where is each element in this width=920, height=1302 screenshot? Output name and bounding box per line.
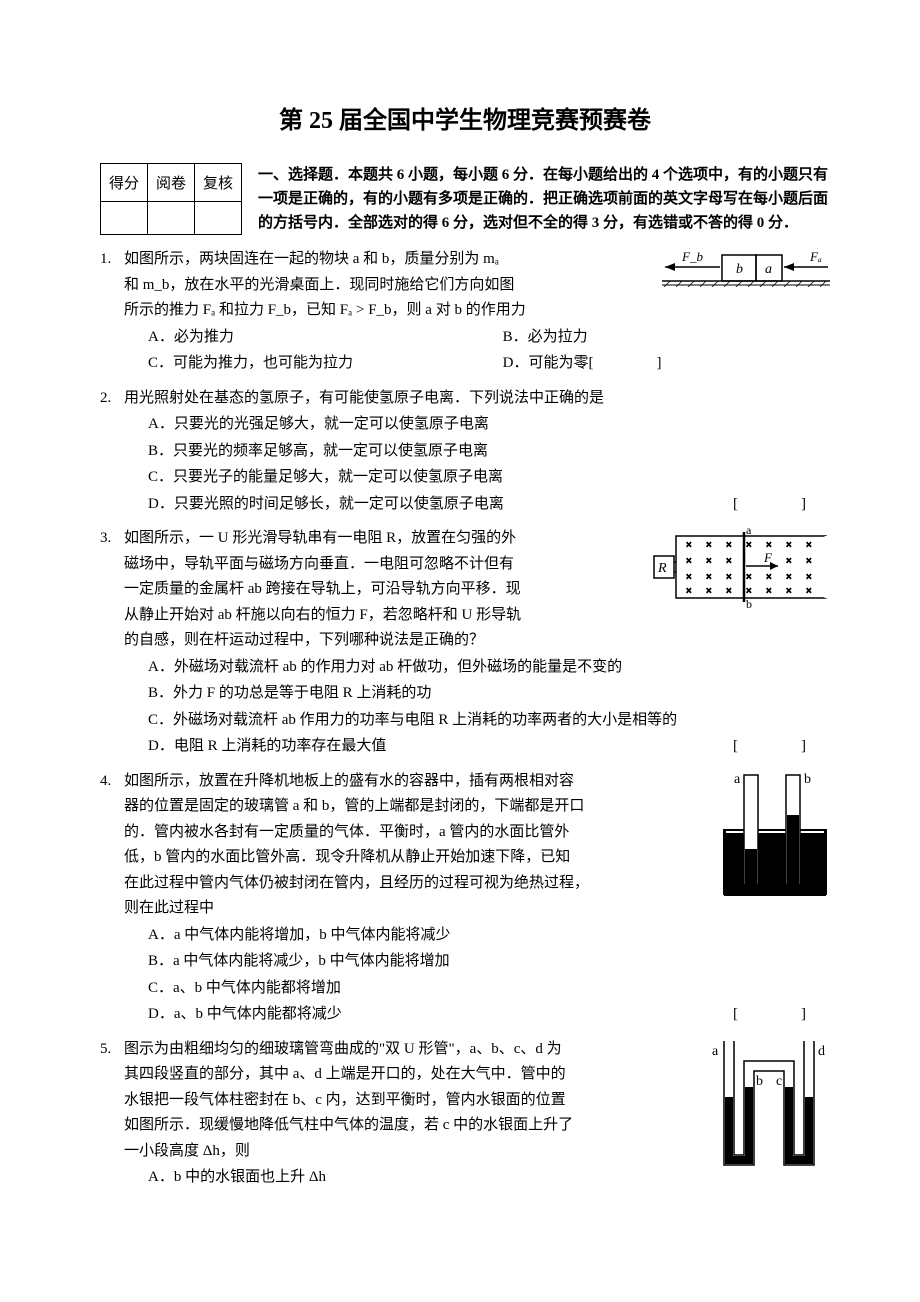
- question-3: 3. ××××××× ××××× ××××××× ××××××× a b: [100, 526, 830, 761]
- answer-bracket: [ ]: [588, 351, 685, 377]
- svg-text:×: ×: [766, 572, 772, 583]
- fig-label-b: b: [756, 1074, 763, 1089]
- option-a: A．外磁场对载流杆 ab 的作用力对 ab 杆做功，但外磁场的能量是不变的: [148, 655, 830, 681]
- svg-text:×: ×: [706, 586, 712, 597]
- option-c: C．可能为推力，也可能为拉力: [148, 351, 503, 377]
- fig-label-b: b: [804, 772, 811, 787]
- score-header: 复核: [195, 164, 242, 202]
- svg-text:×: ×: [726, 556, 732, 567]
- option-c: C．外磁场对载流杆 ab 作用力的功率与电阻 R 上消耗的功率两者的大小是相等的: [148, 708, 830, 734]
- option-b: B．只要光的频率足够高，就一定可以使氢原子电离: [148, 439, 830, 465]
- question-text: 用光照射处在基态的氢原子，有可能使氢原子电离．下列说法中正确的是: [124, 386, 830, 412]
- answer-bracket: [ ]: [733, 1002, 830, 1028]
- option-a: A．a 中气体内能将增加，b 中气体内能将减少: [148, 923, 830, 949]
- question-5: 5. a b c d: [100, 1037, 830, 1192]
- svg-text:×: ×: [706, 540, 712, 551]
- question-4: 4. a b 如图所示，放置在升降机地板上的盛有水的容器中，插有两根相对容: [100, 769, 830, 1029]
- svg-text:×: ×: [706, 556, 712, 567]
- svg-text:×: ×: [746, 572, 752, 583]
- q3-figure: ××××××× ××××× ××××××× ××××××× a b F R: [650, 526, 830, 618]
- score-cell: [195, 202, 242, 235]
- option-c: C．只要光子的能量足够大，就一定可以使氢原子电离: [148, 465, 830, 491]
- answer-bracket: [ ]: [733, 492, 830, 518]
- svg-text:×: ×: [806, 572, 812, 583]
- svg-text:×: ×: [746, 586, 752, 597]
- svg-text:×: ×: [786, 572, 792, 583]
- score-cell: [101, 202, 148, 235]
- svg-text:×: ×: [726, 572, 732, 583]
- fig-label-b: b: [736, 262, 743, 277]
- svg-text:×: ×: [706, 572, 712, 583]
- answer-bracket: [ ]: [733, 734, 830, 760]
- fig-label-a: a: [746, 526, 752, 537]
- svg-text:×: ×: [746, 540, 752, 551]
- score-cell: [148, 202, 195, 235]
- question-text: 所示的推力 Fₐ 和拉力 F_b，已知 Fₐ > F_b，则 a 对 b 的作用…: [124, 298, 830, 324]
- fig-label-fa: Fₐ: [809, 249, 822, 264]
- section-instructions: 一、选择题．本题共 6 小题，每小题 6 分．在每小题给出的 4 个选项中，有的…: [258, 163, 830, 235]
- page-title: 第 25 届全国中学生物理竞赛预赛卷: [100, 100, 830, 135]
- svg-text:×: ×: [786, 556, 792, 567]
- instruction-block: 得分 阅卷 复核 一、选择题．本题共 6 小题，每小题 6 分．在每小题给出的 …: [100, 163, 830, 235]
- fig-label-a: a: [734, 772, 741, 787]
- fig-label-d: d: [818, 1044, 825, 1059]
- option-b: B．外力 F 的功总是等于电阻 R 上消耗的功: [148, 681, 830, 707]
- option-d: D．电阻 R 上消耗的功率存在最大值: [148, 738, 386, 754]
- svg-text:×: ×: [686, 572, 692, 583]
- q4-figure: a b: [720, 769, 830, 909]
- fig-label-r: R: [657, 561, 667, 576]
- option-d: D．只要光照的时间足够长，就一定可以使氢原子电离: [148, 496, 504, 512]
- fig-label-f: F: [763, 550, 773, 565]
- score-table: 得分 阅卷 复核: [100, 163, 242, 235]
- option-a: A．必为推力: [148, 325, 503, 351]
- option-b: B．a 中气体内能将减少，b 中气体内能将增加: [148, 949, 830, 975]
- svg-text:×: ×: [806, 540, 812, 551]
- fig-label-fb: F_b: [681, 249, 703, 264]
- svg-text:×: ×: [686, 586, 692, 597]
- score-header: 得分: [101, 164, 148, 202]
- question-number: 5.: [100, 1037, 124, 1192]
- svg-text:×: ×: [766, 586, 772, 597]
- fig-label-c: c: [776, 1074, 782, 1089]
- svg-text:×: ×: [786, 540, 792, 551]
- score-header: 阅卷: [148, 164, 195, 202]
- svg-text:×: ×: [786, 586, 792, 597]
- q5-figure: a b c d: [710, 1037, 830, 1187]
- question-number: 1.: [100, 247, 124, 378]
- svg-text:×: ×: [806, 586, 812, 597]
- option-d: D．a、b 中气体内能都将减少: [148, 1006, 342, 1022]
- question-text: 的自感，则在杆运动过程中，下列哪种说法是正确的？: [124, 628, 830, 654]
- option-b: B．必为拉力: [503, 325, 588, 351]
- question-2: 2. 用光照射处在基态的氢原子，有可能使氢原子电离．下列说法中正确的是 A．只要…: [100, 386, 830, 519]
- svg-text:×: ×: [686, 556, 692, 567]
- fig-label-a: a: [765, 262, 772, 277]
- svg-text:×: ×: [806, 556, 812, 567]
- fig-label-b: b: [746, 597, 752, 608]
- fig-label-a: a: [712, 1044, 719, 1059]
- option-c: C．a、b 中气体内能都将增加: [148, 976, 830, 1002]
- question-number: 2.: [100, 386, 124, 519]
- svg-text:×: ×: [726, 540, 732, 551]
- q1-figure: b a F_b Fₐ: [662, 247, 830, 297]
- option-a: A．只要光的光强足够大，就一定可以使氢原子电离: [148, 412, 830, 438]
- question-1: 1. b a F_b Fₐ 如图所示: [100, 247, 830, 378]
- svg-text:×: ×: [686, 540, 692, 551]
- question-number: 4.: [100, 769, 124, 1029]
- question-number: 3.: [100, 526, 124, 761]
- svg-text:×: ×: [726, 586, 732, 597]
- option-d: D．可能为零: [503, 355, 589, 371]
